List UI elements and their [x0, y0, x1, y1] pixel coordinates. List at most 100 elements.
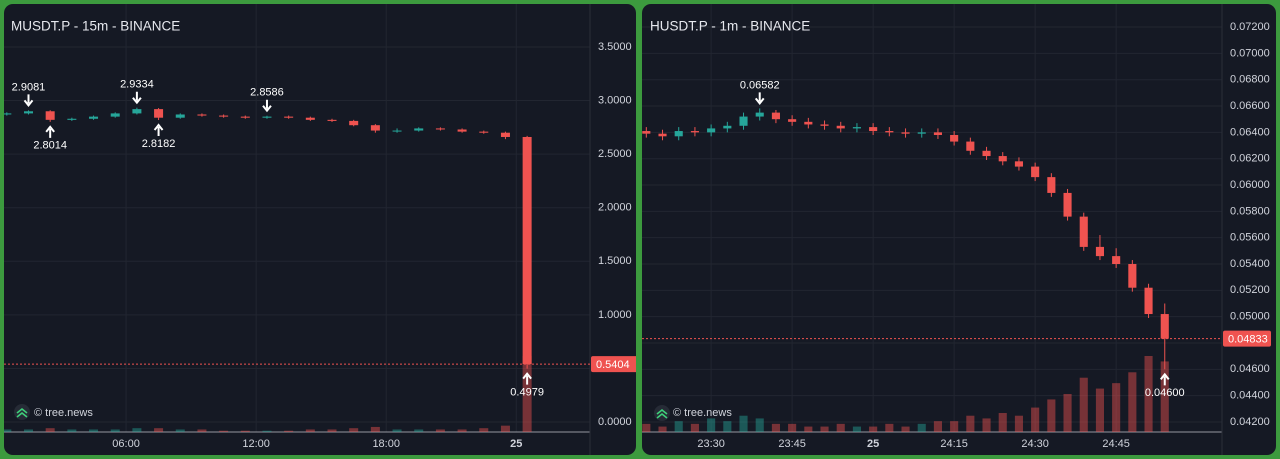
volume-bar [349, 428, 359, 432]
volume-bar [771, 423, 780, 432]
annotation-arrow [153, 123, 164, 137]
annotation-arrow [1159, 372, 1170, 386]
candle-body [457, 129, 467, 132]
volume-bar [998, 413, 1007, 432]
candle-body [45, 111, 55, 120]
candle-body [869, 127, 878, 132]
y-tick-label: 0.07200 [1230, 21, 1270, 33]
volume-bar [1144, 356, 1153, 432]
annotation-label: 2.9334 [120, 79, 154, 91]
candle-body [110, 113, 120, 117]
candle-body [1014, 161, 1023, 167]
candle-body [852, 127, 861, 129]
x-tick-label: 23:45 [778, 438, 806, 450]
volume-bar [284, 430, 294, 432]
candle-body [642, 131, 651, 134]
watermark: © tree.news [34, 407, 93, 419]
candle-body [522, 136, 532, 365]
y-tick-label: 3.0000 [598, 94, 632, 106]
volume-bar [479, 428, 489, 432]
x-tick-label: 24:15 [940, 438, 968, 450]
candle-body [1095, 246, 1105, 257]
x-tick-label: 06:00 [112, 438, 140, 450]
candle-body [23, 111, 33, 114]
x-tick-label: 25 [510, 438, 522, 450]
candle-body [370, 125, 380, 131]
volume-bar [804, 426, 813, 432]
volume-bar [89, 429, 99, 432]
volume-bar [642, 423, 651, 432]
y-tick-label: 0.05200 [1230, 284, 1270, 296]
candle-body [674, 131, 683, 137]
candle-body [219, 115, 229, 117]
candle-body [1047, 177, 1056, 193]
y-tick-label: 2.5000 [598, 148, 632, 160]
annotation-label: 0.06582 [740, 79, 780, 91]
candle-body [154, 109, 164, 118]
volume-bar [966, 415, 975, 432]
plot-layer: 0.042000.044000.046000.048000.050000.052… [642, 4, 1271, 455]
volume-bar [885, 423, 894, 432]
candle-body [885, 131, 894, 133]
y-tick-label: 3.5000 [598, 41, 632, 53]
volume-bar [457, 429, 467, 432]
candle-body [175, 114, 185, 118]
candle-body [966, 141, 975, 151]
candle-body [1031, 166, 1040, 178]
candle-body [392, 130, 402, 132]
annotation-label: 2.8014 [33, 140, 67, 152]
volume-bar [901, 426, 910, 432]
y-tick-label: 0.06600 [1230, 100, 1270, 112]
candle-body [1160, 314, 1169, 339]
volume-bar [690, 423, 699, 432]
watermark: © tree.news [673, 407, 732, 419]
volume-bar [1160, 361, 1169, 432]
candle-body [132, 109, 142, 114]
candle-body [349, 120, 359, 126]
y-tick-label: 0.04200 [1230, 416, 1270, 428]
volume-bar [982, 418, 991, 432]
candle-body [917, 132, 926, 134]
volume-bar [739, 415, 748, 432]
candle-body [89, 116, 99, 119]
volume-bar [674, 421, 683, 432]
volume-bar [1014, 415, 1023, 432]
volume-bar [305, 429, 315, 432]
volume-bar [4, 429, 12, 432]
volume-bar [1095, 388, 1105, 432]
volume-bar [1079, 377, 1088, 432]
candle-body [500, 132, 510, 137]
x-tick-label: 24:30 [1021, 438, 1049, 450]
candle-body [479, 131, 489, 133]
y-tick-label: 0.04600 [1230, 363, 1270, 375]
annotation-arrow [754, 92, 765, 106]
volume-bar [950, 421, 959, 432]
candle-body [327, 119, 337, 121]
annotation-label: 0.04600 [1145, 387, 1185, 399]
volume-bar [788, 423, 797, 432]
volume-bar [755, 418, 764, 432]
candle-body [1079, 216, 1088, 247]
volume-bar [658, 426, 667, 432]
y-tick-label: 0.05400 [1230, 258, 1270, 270]
y-tick-label: 0.04400 [1230, 390, 1270, 402]
volume-bar [1063, 394, 1072, 432]
volume-bar [707, 418, 716, 432]
candle-body [284, 116, 294, 118]
candle-body [658, 133, 667, 137]
volume-bar [723, 421, 732, 432]
candle-body [690, 131, 699, 133]
candle-body [836, 125, 845, 129]
panel-background [642, 4, 1276, 455]
y-tick-label: 0.06200 [1230, 153, 1270, 165]
volume-bar [820, 426, 829, 432]
volume-bar [500, 425, 510, 432]
y-tick-label: 1.5000 [598, 255, 632, 267]
annotation-label: 2.8586 [250, 87, 284, 99]
y-tick-label: 0.06000 [1230, 179, 1270, 191]
candle-body [982, 150, 991, 157]
volume-bar [262, 430, 272, 432]
candle-body [788, 119, 797, 122]
candle-body [755, 112, 764, 117]
last-price-box [591, 356, 636, 373]
